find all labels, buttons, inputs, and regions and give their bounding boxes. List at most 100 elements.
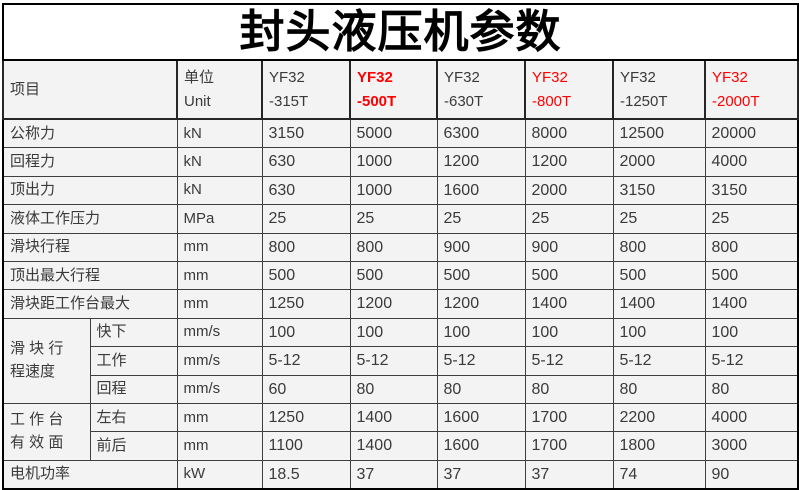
table-row-worktable-fb: 前后 mm 1100 1400 1600 1700 1800 3000 xyxy=(3,431,799,461)
value-cell: 630 xyxy=(261,147,351,177)
value-cell: 100 xyxy=(436,317,526,348)
value-cell: 500 xyxy=(349,260,438,291)
value-cell: 100 xyxy=(524,317,614,348)
value-cell: 500 xyxy=(704,260,799,291)
table-row-max-ejection-stroke: 顶出最大行程 mm 500 500 500 500 500 500 xyxy=(2,260,799,291)
value-cell: 2000 xyxy=(612,147,706,177)
row-label: 滑块距工作台最大 xyxy=(2,289,178,319)
sub-row-label: 工作 xyxy=(89,346,178,376)
table-row-motor-power: 电机功率 kW 18.5 37 37 37 74 90 xyxy=(2,459,799,490)
value-cell: 80 xyxy=(349,374,438,404)
value-cell: 60 xyxy=(261,374,351,404)
column-header-model-500t: YF32 -500T xyxy=(349,59,438,120)
value-cell: 1400 xyxy=(704,289,799,319)
value-cell: 3150 xyxy=(704,175,799,206)
value-cell: 1400 xyxy=(524,289,614,319)
value-cell: 25 xyxy=(524,204,614,234)
value-cell: 18.5 xyxy=(261,459,351,490)
value-cell: 5-12 xyxy=(612,346,706,376)
value-cell: 3150 xyxy=(612,175,706,206)
value-cell: 80 xyxy=(612,374,706,404)
value-cell: 800 xyxy=(704,232,799,262)
value-cell: 74 xyxy=(612,459,706,490)
value-cell: 800 xyxy=(349,232,438,262)
unit-cell: MPa xyxy=(176,204,263,234)
spreadsheet-area: 封头液压机参数 项目 单位 Unit YF32 -315T YF32 -500T… xyxy=(1,3,799,490)
value-cell: 1000 xyxy=(349,175,438,206)
value-cell: 500 xyxy=(524,260,614,291)
value-cell: 4000 xyxy=(704,147,799,177)
unit-cell: kN xyxy=(176,118,263,149)
row-label: 公称力 xyxy=(2,118,178,149)
value-cell: 1100 xyxy=(261,431,351,461)
column-header-model-800t: YF32 -800T xyxy=(524,59,614,120)
table-row-slide-stroke: 滑块行程 mm 800 800 900 900 800 800 xyxy=(2,232,799,262)
value-cell: 3150 xyxy=(261,118,351,149)
unit-cell: mm xyxy=(176,402,263,433)
parameter-table: 封头液压机参数 项目 单位 Unit YF32 -315T YF32 -500T… xyxy=(1,3,799,490)
value-cell: 25 xyxy=(704,204,799,234)
value-cell: 25 xyxy=(261,204,351,234)
table-row-speed-fast-down: 滑 块 行 程速度 快下 mm/s 100 100 100 100 100 10… xyxy=(2,317,799,404)
table-row-worktable-lr: 工 作 台 有 效 面 左右 mm 1250 1400 1600 1700 22… xyxy=(2,402,799,461)
sub-row-label: 快下 xyxy=(89,317,178,348)
unit-cell: kW xyxy=(176,459,263,490)
value-cell: 1400 xyxy=(612,289,706,319)
value-cell: 80 xyxy=(704,374,799,404)
value-cell: 3000 xyxy=(704,431,799,461)
unit-cell: mm/s xyxy=(176,317,263,348)
unit-cell: mm/s xyxy=(176,374,263,404)
column-header-item: 项目 xyxy=(2,59,178,120)
sub-row-label: 前后 xyxy=(89,431,178,461)
unit-cell: mm/s xyxy=(176,346,263,376)
value-cell: 37 xyxy=(349,459,438,490)
row-label: 电机功率 xyxy=(2,459,178,490)
value-cell: 1800 xyxy=(612,431,706,461)
value-cell: 80 xyxy=(436,374,526,404)
value-cell: 500 xyxy=(261,260,351,291)
table-row-return-force: 回程力 kN 630 1000 1200 1200 2000 4000 xyxy=(2,147,799,177)
value-cell: 1000 xyxy=(349,147,438,177)
value-cell: 25 xyxy=(349,204,438,234)
value-cell: 100 xyxy=(349,317,438,348)
group-label-slide-speed: 滑 块 行 程速度 xyxy=(2,317,91,404)
value-cell: 37 xyxy=(524,459,614,490)
value-cell: 1200 xyxy=(524,147,614,177)
value-cell: 500 xyxy=(436,260,526,291)
value-cell: 500 xyxy=(612,260,706,291)
value-cell: 37 xyxy=(436,459,526,490)
row-label: 顶出最大行程 xyxy=(2,260,178,291)
value-cell: 900 xyxy=(524,232,614,262)
unit-cell: mm xyxy=(176,260,263,291)
unit-cell: mm xyxy=(176,431,263,461)
value-cell: 5-12 xyxy=(436,346,526,376)
column-header-model-630t: YF32 -630T xyxy=(436,59,526,120)
title-row: 封头液压机参数 xyxy=(1,3,799,61)
value-cell: 6300 xyxy=(436,118,526,149)
value-cell: 25 xyxy=(612,204,706,234)
value-cell: 80 xyxy=(524,374,614,404)
table-row-speed-working: 工作 mm/s 5-12 5-12 5-12 5-12 5-12 5-12 xyxy=(3,346,799,376)
value-cell: 1600 xyxy=(436,175,526,206)
value-cell: 4000 xyxy=(704,402,799,433)
row-label: 回程力 xyxy=(2,147,178,177)
row-label: 顶出力 xyxy=(2,175,178,206)
value-cell: 1700 xyxy=(524,402,614,433)
table-row-nominal-force: 公称力 kN 3150 5000 6300 8000 12500 20000 xyxy=(2,118,799,149)
value-cell: 1600 xyxy=(436,402,526,433)
value-cell: 100 xyxy=(704,317,799,348)
unit-cell: kN xyxy=(176,147,263,177)
table-row-liquid-pressure: 液体工作压力 MPa 25 25 25 25 25 25 xyxy=(2,204,799,234)
table-row-speed-return: 回程 mm/s 60 80 80 80 80 80 xyxy=(3,374,799,404)
page-title: 封头液压机参数 xyxy=(1,3,799,61)
table-row-slide-to-table-max: 滑块距工作台最大 mm 1250 1200 1200 1400 1400 140… xyxy=(2,289,799,319)
value-cell: 800 xyxy=(612,232,706,262)
value-cell: 1700 xyxy=(524,431,614,461)
value-cell: 1400 xyxy=(349,431,438,461)
sub-row-label: 回程 xyxy=(89,374,178,404)
value-cell: 5-12 xyxy=(524,346,614,376)
value-cell: 8000 xyxy=(524,118,614,149)
value-cell: 800 xyxy=(261,232,351,262)
value-cell: 2000 xyxy=(524,175,614,206)
value-cell: 1400 xyxy=(349,402,438,433)
